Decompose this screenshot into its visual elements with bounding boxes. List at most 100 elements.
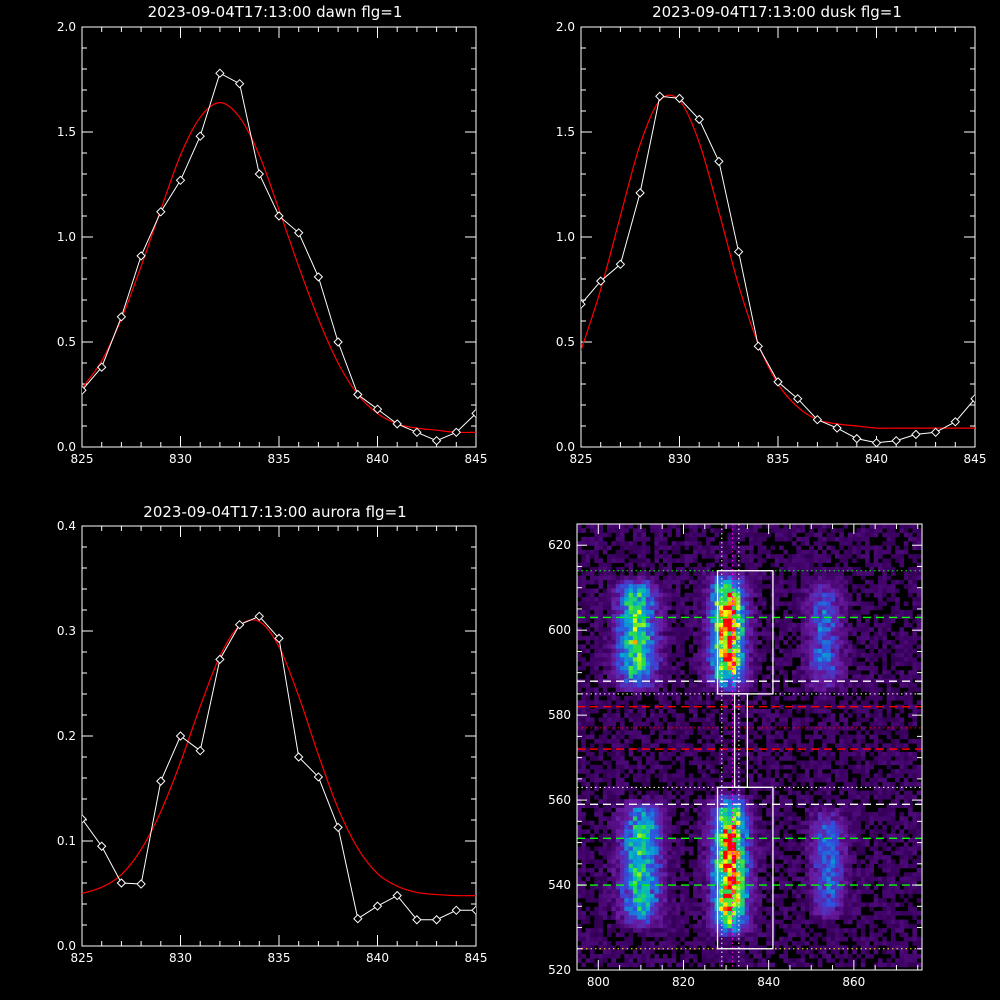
data-point xyxy=(215,68,225,78)
data-point xyxy=(655,91,665,102)
data-point xyxy=(635,188,645,198)
data-point xyxy=(595,276,606,286)
x-tick-label: 835 xyxy=(767,452,790,466)
data-point xyxy=(96,362,107,372)
data-point xyxy=(82,814,87,824)
data-point xyxy=(812,414,823,425)
x-tick-label: 840 xyxy=(865,452,888,466)
y-tick-label: 0.5 xyxy=(57,335,76,349)
data-point xyxy=(832,423,842,433)
data-point xyxy=(852,433,862,444)
y-tick-label: 0.3 xyxy=(57,624,76,638)
data-point xyxy=(694,114,704,125)
x-tick-label: 830 xyxy=(169,951,192,965)
data-point xyxy=(333,337,343,347)
x-tick-label: 845 xyxy=(465,951,488,965)
plot-dawn-title: 2023-09-04T17:13:00 dawn flg=1 xyxy=(148,3,403,21)
data-point xyxy=(581,299,586,309)
x-tick-label: 840 xyxy=(366,452,389,466)
spectral-image: 800 820 840 860 520 540 560 580 600 620 xyxy=(548,523,923,989)
data-point xyxy=(82,385,87,396)
data-point xyxy=(333,822,343,833)
data-point xyxy=(254,611,265,622)
y-tick-label: 0.2 xyxy=(57,729,76,743)
data-point xyxy=(792,393,803,404)
plot-aurora-title: 2023-09-04T17:13:00 aurora flg=1 xyxy=(143,503,406,521)
data-point xyxy=(175,731,186,741)
data-point xyxy=(156,207,166,217)
data-point xyxy=(615,259,626,270)
data-point xyxy=(195,745,205,756)
data-point xyxy=(293,228,304,238)
data-point xyxy=(911,429,921,440)
data-point xyxy=(392,419,402,429)
plot-dusk: 2023-09-04T17:13:00 dusk flg=1 825 830 835… xyxy=(556,3,987,466)
data-point xyxy=(274,211,284,221)
data-point xyxy=(392,890,402,901)
x-tick-label: 840 xyxy=(757,975,780,989)
y-tick-label: 520 xyxy=(548,963,571,977)
y-tick-label: 2.0 xyxy=(556,20,575,34)
data-point xyxy=(871,438,882,447)
x-tick-label: 830 xyxy=(668,452,691,466)
y-tick-label: 1.5 xyxy=(556,125,575,139)
data-point xyxy=(156,776,166,786)
y-tick-label: 560 xyxy=(548,793,571,807)
data-point xyxy=(431,435,442,446)
data-point xyxy=(136,879,146,889)
heatmap-pixels xyxy=(577,524,922,968)
y-tick-label: 2.0 xyxy=(57,20,76,34)
y-tick-label: 0.0 xyxy=(57,939,76,953)
plot-dusk-title: 2023-09-04T17:13:00 dusk flg=1 xyxy=(652,3,902,21)
data-point xyxy=(773,377,783,387)
data-point xyxy=(234,619,245,630)
data-point xyxy=(116,878,127,888)
data-point xyxy=(451,427,462,438)
data-point xyxy=(930,427,941,438)
y-tick-label: 600 xyxy=(548,623,571,637)
data-point xyxy=(412,427,422,438)
x-tick-label: 800 xyxy=(587,975,610,989)
x-tick-label: 840 xyxy=(366,951,389,965)
region-box xyxy=(733,693,749,789)
y-tick-label: 0.5 xyxy=(556,335,575,349)
data-point xyxy=(353,389,363,400)
data-point xyxy=(313,272,324,282)
y-tick-label: 540 xyxy=(548,878,571,892)
data-point xyxy=(950,417,961,427)
data-point xyxy=(891,435,901,446)
data-point xyxy=(293,752,304,762)
data-point xyxy=(372,404,383,414)
data-point xyxy=(412,915,422,925)
data-point xyxy=(234,78,245,89)
x-tick-label: 830 xyxy=(169,452,192,466)
x-tick-label: 820 xyxy=(672,975,695,989)
data-point xyxy=(116,312,127,322)
data-point xyxy=(753,341,764,351)
y-tick-label: 0.0 xyxy=(556,440,575,454)
x-tick-label: 835 xyxy=(268,951,291,965)
data-point xyxy=(451,905,462,916)
data-point xyxy=(471,408,476,419)
y-tick-label: 1.0 xyxy=(57,230,76,244)
x-tick-label: 860 xyxy=(842,975,865,989)
y-tick-label: 0.0 xyxy=(57,440,76,454)
data-point xyxy=(714,156,724,167)
data-point xyxy=(96,841,107,851)
y-tick-label: 0.4 xyxy=(57,519,76,533)
y-tick-label: 580 xyxy=(548,708,571,722)
x-tick-label: 845 xyxy=(964,452,987,466)
data-point xyxy=(254,169,265,179)
y-tick-label: 620 xyxy=(548,538,571,552)
data-point xyxy=(733,246,744,257)
data-point xyxy=(136,251,146,261)
fit-curve xyxy=(581,94,975,429)
x-tick-label: 835 xyxy=(268,452,291,466)
data-point xyxy=(372,901,383,911)
data-point xyxy=(970,393,975,404)
x-tick-label: 825 xyxy=(71,951,94,965)
x-tick-label: 825 xyxy=(570,452,593,466)
data-point xyxy=(195,131,205,141)
data-point xyxy=(431,915,442,925)
